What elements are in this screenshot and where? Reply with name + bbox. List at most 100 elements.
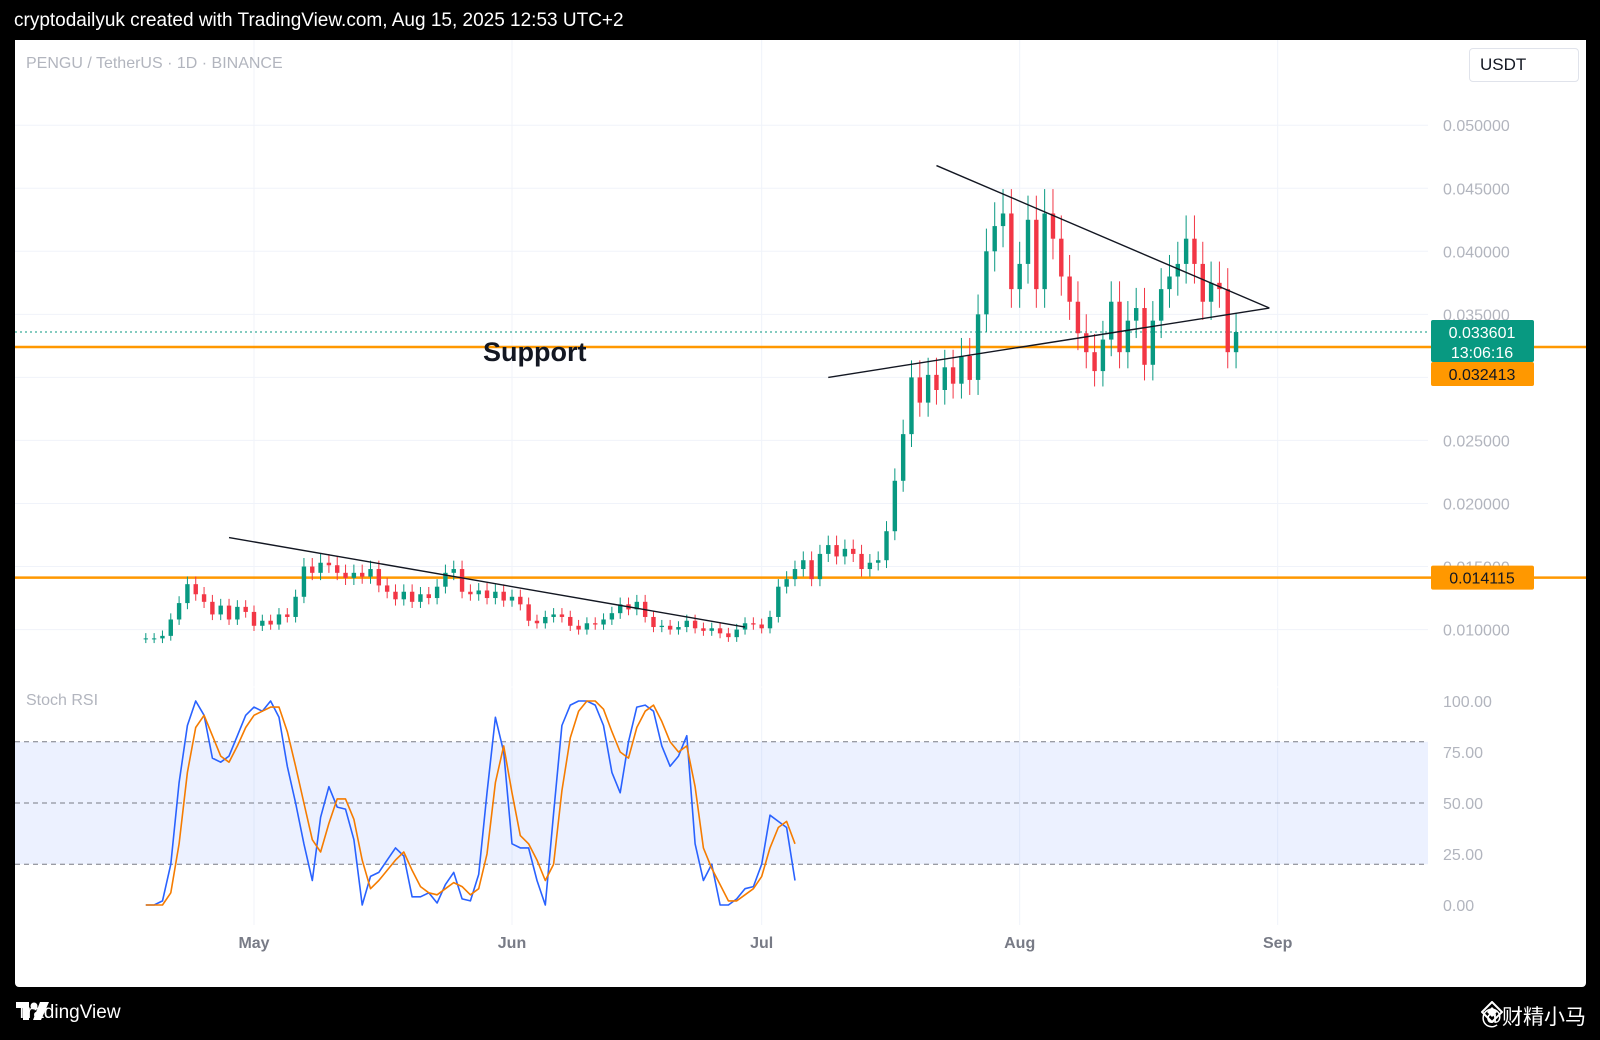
current-price-tag-text: 13:06:16 <box>1451 345 1513 362</box>
candle <box>1050 189 1056 260</box>
candle <box>1109 281 1114 357</box>
candle <box>343 564 348 585</box>
candle-body <box>1142 308 1147 365</box>
candle-body <box>276 614 282 625</box>
candle <box>310 558 315 581</box>
candle <box>867 554 873 577</box>
chart-frame[interactable]: Support PENGU / TetherUS · 1D · BINANCE St… <box>15 40 1586 987</box>
candle <box>809 551 814 587</box>
candle-body <box>1034 219 1039 290</box>
candle-body <box>351 572 357 578</box>
candle-body <box>1084 333 1089 353</box>
candle <box>942 349 947 405</box>
candle-body <box>809 560 814 580</box>
candle-body <box>559 614 565 617</box>
candle <box>384 577 390 599</box>
chart-caption: cryptodailyuk created with TradingView.c… <box>14 10 624 31</box>
candle-body <box>326 562 332 566</box>
candle <box>476 583 481 601</box>
candle-body <box>543 616 548 624</box>
candle-body <box>143 638 149 640</box>
candle-body <box>151 638 157 640</box>
candle-body <box>967 355 972 380</box>
candle-body <box>434 586 440 599</box>
diamond-logo-icon <box>1481 1001 1503 1023</box>
candle-body <box>1133 308 1139 321</box>
candle-body <box>975 314 981 380</box>
candle <box>285 608 290 623</box>
candle <box>293 589 298 623</box>
currency-button[interactable]: USDT <box>1469 48 1579 82</box>
candle <box>351 564 357 585</box>
candle-body <box>1017 263 1022 290</box>
time-axis-labels: May Jun Jul Aug Sep <box>238 935 1292 952</box>
candle-body <box>751 623 756 625</box>
time-tick-label: Jul <box>750 935 773 952</box>
candle <box>934 357 939 405</box>
candle-body <box>1233 332 1239 353</box>
candle <box>1034 195 1039 308</box>
candle <box>1000 189 1006 248</box>
support-tag-upper-text: 0.032413 <box>1449 367 1516 384</box>
candle-body <box>368 569 373 577</box>
candle <box>593 617 598 630</box>
candle <box>734 623 739 642</box>
stoch-tick-label: 50.00 <box>1443 796 1483 813</box>
candle <box>559 608 565 623</box>
candle-body <box>426 594 431 599</box>
candle-body <box>776 586 781 617</box>
candle <box>842 539 848 565</box>
candle-body <box>443 572 448 587</box>
price-tick-label: 0.050000 <box>1443 118 1510 135</box>
candle-body <box>551 614 556 617</box>
candle <box>335 556 340 581</box>
candle-body <box>451 569 456 573</box>
candle <box>160 630 165 644</box>
candle-body <box>301 566 307 597</box>
candle <box>975 294 981 395</box>
stoch-tick-label: 0.00 <box>1443 898 1474 915</box>
candle-body <box>826 545 831 554</box>
candle-body <box>1067 276 1072 302</box>
candle <box>709 622 714 636</box>
current-price-tag-box <box>1431 319 1534 362</box>
candle <box>210 594 215 621</box>
candle <box>434 579 440 605</box>
price-chart[interactable]: Support PENGU / TetherUS · 1D · BINANCE St… <box>15 40 1586 987</box>
candle-body <box>617 604 623 614</box>
candle <box>276 608 282 630</box>
candle-body <box>859 553 864 570</box>
candle-body <box>984 251 989 315</box>
current-price-tag: 0.033601 13:06:16 <box>1431 319 1534 362</box>
candle <box>909 360 914 447</box>
top-caption-bar: cryptodailyuk created with TradingView.c… <box>0 0 1600 40</box>
candle-body <box>493 591 498 599</box>
tradingview-logo[interactable]: TradingView <box>16 1002 121 1024</box>
candle-body <box>459 569 465 592</box>
candle <box>1167 254 1172 308</box>
candle <box>875 551 881 571</box>
support-tag-lower-box <box>1431 565 1534 590</box>
price-tick-label: 0.020000 <box>1443 496 1510 513</box>
candle-body <box>343 572 348 578</box>
candle-body <box>484 590 490 599</box>
candle-body <box>293 596 298 617</box>
candle-body <box>468 591 473 595</box>
candle-body <box>1109 301 1114 340</box>
candle-body <box>509 596 515 601</box>
candle-body <box>526 604 531 621</box>
candle <box>543 610 548 629</box>
candle <box>268 614 273 630</box>
candle-body <box>1025 219 1031 264</box>
candle-body <box>759 624 764 629</box>
candle-body <box>609 613 615 620</box>
candle <box>526 597 531 627</box>
candle-body <box>925 374 931 403</box>
candles <box>143 189 1239 644</box>
candle <box>584 617 590 635</box>
stoch-axis-labels: 100.00 75.00 50.00 25.00 0.00 <box>1443 694 1492 915</box>
candle <box>651 610 656 633</box>
support-tag-upper: 0.032413 <box>1431 361 1534 386</box>
candle <box>326 554 332 573</box>
candle-body <box>917 377 923 403</box>
